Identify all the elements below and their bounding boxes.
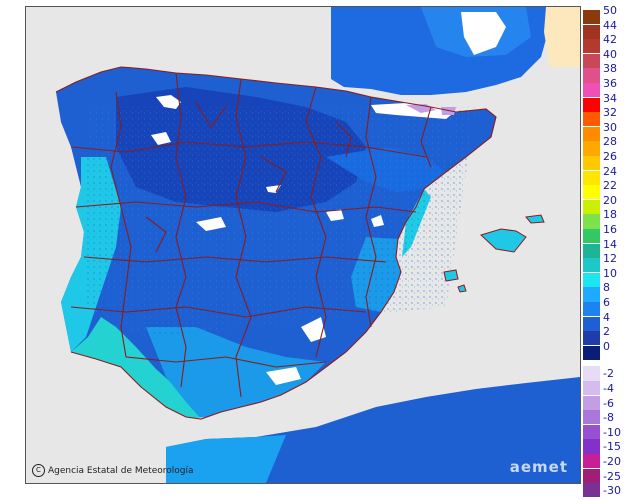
legend-swatch [583, 185, 600, 200]
legend-label: 40 [603, 47, 617, 61]
legend-label: 26 [603, 150, 617, 163]
legend-label-negative: -15 [603, 440, 621, 454]
legend-label: 2 [603, 325, 610, 339]
legend-swatch [583, 156, 600, 171]
warm-zone-top-right [544, 7, 580, 67]
legend-swatch [583, 97, 600, 112]
legend-label: 20 [603, 193, 617, 207]
legend-label: 42 [603, 33, 617, 47]
legend-swatch-negative [583, 483, 600, 498]
legend-swatch [583, 112, 600, 127]
warm-southwest-coast [71, 317, 201, 419]
legend-label: 22 [603, 179, 617, 193]
legend-swatch [583, 53, 600, 68]
legend-label: 50 [603, 4, 617, 17]
brand-watermark: aemet [509, 458, 568, 476]
legend-swatch [583, 345, 600, 360]
legend-swatch [583, 24, 600, 39]
legend-swatch [583, 214, 600, 229]
legend-label-negative: -30 [603, 484, 621, 498]
alboran-gap [186, 415, 246, 437]
credit-text: Agencia Estatal de Meteorología [48, 465, 194, 476]
legend-label: 16 [603, 223, 617, 236]
legend-label: 28 [603, 135, 617, 149]
legend-label: 36 [603, 77, 617, 90]
balearic-islands [443, 214, 545, 293]
speckle-texture [86, 107, 476, 337]
legend-swatch [583, 39, 600, 54]
legend-label: 34 [603, 91, 617, 105]
legend-label-negative: -6 [603, 396, 614, 410]
legend-label: 18 [603, 208, 617, 222]
legend-label: 12 [603, 252, 617, 266]
legend-swatch [583, 287, 600, 302]
legend-label: 10 [603, 266, 617, 280]
map-canvas [26, 7, 580, 483]
legend-label-negative: -10 [603, 425, 621, 439]
legend-swatch-negative [583, 468, 600, 483]
legend-label-negative: -8 [603, 411, 614, 425]
legend-label-negative: -4 [603, 382, 614, 395]
legend-swatch-negative [583, 395, 600, 410]
legend-swatch [583, 229, 600, 244]
legend-swatch [583, 170, 600, 185]
legend-label: 14 [603, 237, 617, 251]
moderate-south [146, 327, 326, 419]
legend-swatch [583, 243, 600, 258]
legend-label: 8 [603, 281, 610, 295]
frost-patches [151, 12, 571, 437]
legend-swatch [583, 199, 600, 214]
legend-swatch-negative [583, 366, 600, 381]
legend-swatch [583, 10, 600, 25]
temperature-legend: 50 44 42 40 38 36 34 32 30 28 26 24 22 20 18 16 14 12 10 8 6… [583, 5, 629, 498]
legend-label: 0 [603, 339, 610, 353]
legend-swatch-negative [583, 381, 600, 396]
legend-swatch [583, 68, 600, 83]
province-borders [55, 66, 497, 420]
legend-swatch [583, 141, 600, 156]
legend-label: 32 [603, 106, 617, 120]
legend-swatch [583, 272, 600, 287]
legend-swatch [583, 258, 600, 273]
legend-swatch [583, 302, 600, 317]
legend-label-negative: -25 [603, 469, 621, 483]
legend-label: 38 [603, 62, 617, 76]
legend-swatch [583, 316, 600, 331]
legend-label: 44 [603, 18, 617, 32]
legend-swatch-negative [583, 439, 600, 454]
legend-label: 6 [603, 296, 610, 309]
legend-swatch-negative [583, 410, 600, 425]
legend-label-negative: -20 [603, 455, 621, 468]
legend-label: 4 [603, 310, 610, 324]
credit-line: C Agencia Estatal de Meteorología [32, 464, 194, 477]
north-africa-warm [166, 435, 286, 483]
legend-swatch [583, 126, 600, 141]
legend-swatch-negative [583, 454, 600, 469]
legend-swatch [583, 83, 600, 98]
legend-label-negative: -2 [603, 367, 614, 381]
copyright-icon: C [32, 464, 45, 477]
legend-label: 24 [603, 164, 617, 178]
legend-swatch [583, 331, 600, 346]
legend-label: 30 [603, 120, 617, 134]
temperature-map: C Agencia Estatal de Meteorología aemet [25, 6, 581, 484]
legend-swatch-negative [583, 424, 600, 439]
